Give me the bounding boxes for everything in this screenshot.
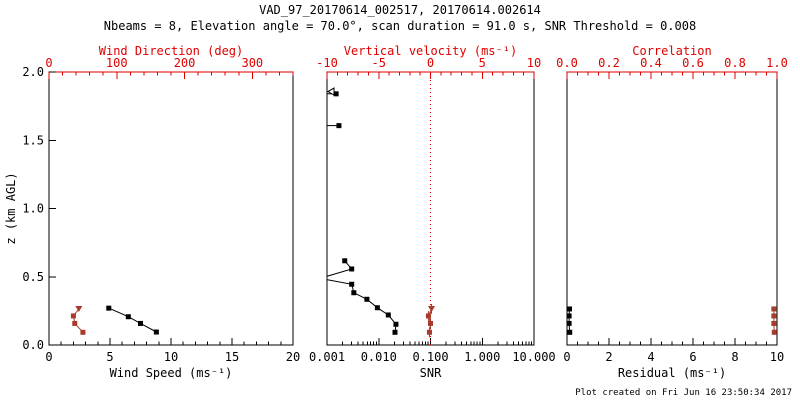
residual-marker [567,306,573,312]
y-tick-label: 2.0 [22,65,44,79]
y-tick-label: 1.5 [22,133,44,147]
plot-title: VAD_97_20170614_002517, 20170614.002614 [259,3,541,17]
panel-residual: 0 2 4 6 8 10 Residual (ms⁻¹) 0.0 0.2 0.4 0.6 0.8 1.0… [556,44,788,380]
vertical-velocity-marker [428,305,436,312]
top-axis-title: Wind Direction (deg) [99,44,244,58]
snr-profile-marker [392,329,398,335]
correlation-marker [771,329,777,335]
vertical-velocity-marker [426,329,432,335]
x-tick-label: 10 [770,350,784,364]
top-tick-label: 0.2 [598,56,620,70]
x-tick-label: 10 [164,350,178,364]
plot-created-timestamp: Plot created on Fri Jun 16 23:50:34 2017 [575,388,792,398]
top-tick-label: -5 [372,56,386,70]
series-correlation [771,306,777,335]
x-tick-label: 0 [45,350,52,364]
snr-profile-marker [333,91,339,97]
x-tick-label: 5 [106,350,113,364]
wind-direction-marker [72,320,78,326]
snr-profile-line [327,260,353,277]
y-axis-title: z (km AGL) [4,172,18,244]
top-tick-label: 100 [106,56,128,70]
x-tick-label: 0 [563,350,570,364]
x-tick-label: 15 [225,350,239,364]
panel-wind: 0 5 10 15 20 Wind Speed (ms⁻¹) 0 100 200 300Wind … [4,44,300,380]
top-tick-label: 300 [241,56,263,70]
panel-frame [48,71,294,346]
x-tick-label: 8 [731,350,738,364]
x-tick-label: 0.001 [309,350,345,364]
x-tick-label: 4 [647,350,654,364]
panel-snr: 0.001 0.010 0.100 1.000 10.000 SNR -10 -5 0 5 10 Ve… [309,44,556,380]
y-tick-label: 0.0 [22,338,44,352]
series-snr-profile [327,87,399,335]
top-tick-label: 0 [427,56,434,70]
wind-speed-marker [153,329,159,335]
top-tick-label: 0 [45,56,52,70]
correlation-marker [771,306,777,312]
series-wind-direction [70,305,86,335]
x-axis-title: Residual (ms⁻¹) [618,366,726,380]
top-tick-label: 5 [479,56,486,70]
top-tick-label: 10 [527,56,541,70]
top-axis-title: Correlation [632,44,711,58]
top-tick-label: 200 [174,56,196,70]
wind-direction-marker [70,313,76,319]
residual-marker [567,329,573,335]
snr-profile-marker [385,312,391,318]
top-tick-label: 0.8 [724,56,746,70]
top-tick-label: -10 [316,56,338,70]
snr-profile-marker [349,281,355,287]
x-axis-title: SNR [420,366,442,380]
snr-profile-line [327,279,397,333]
plot-subtitle: Nbeams = 8, Elevation angle = 70.0°, sca… [103,19,697,33]
snr-profile-marker [393,321,399,327]
x-tick-label: 10.000 [512,350,555,364]
snr-profile-marker [336,123,342,129]
wind-direction-marker [80,329,86,335]
y-tick-label: 0.5 [22,270,44,284]
x-axis-title: Wind Speed (ms⁻¹) [110,366,233,380]
x-tick-label: 6 [689,350,696,364]
x-tick-label: 2 [605,350,612,364]
snr-profile-marker [342,258,348,264]
residual-line [568,308,571,333]
top-tick-label: 0.6 [682,56,704,70]
correlation-marker [771,313,777,319]
residual-marker [566,313,572,319]
top-axis-title: Vertical velocity (ms⁻¹) [344,44,517,58]
vertical-velocity-marker [425,313,431,319]
snr-profile-marker [349,266,355,272]
wind-direction-line [72,308,84,333]
snr-profile-marker [374,305,380,311]
wind-speed-marker [138,320,143,326]
x-tick-label: 0.100 [412,350,448,364]
x-tick-label: 0.010 [361,350,397,364]
residual-marker [566,320,572,326]
wind-direction-marker [75,305,83,312]
snr-profile-marker [364,296,370,302]
x-tick-label: 20 [286,350,300,364]
series-wind-speed [106,305,159,335]
series-vertical-velocity [425,303,436,338]
panel-frame [566,71,778,346]
x-tick-label: 1.000 [464,350,500,364]
wind-speed-marker [106,305,112,311]
top-tick-label: 1.0 [766,56,788,70]
y-tick-label: 1.0 [22,202,44,216]
wind-speed-marker [125,314,131,320]
series-residual [566,306,573,335]
top-tick-label: 0.4 [640,56,662,70]
snr-profile-offscale-marker [327,87,335,96]
vertical-velocity-marker [428,320,433,326]
correlation-marker [771,320,777,326]
wind-speed-line [108,307,157,333]
snr-profile-marker [351,290,357,296]
top-tick-label: 0.0 [556,56,578,70]
